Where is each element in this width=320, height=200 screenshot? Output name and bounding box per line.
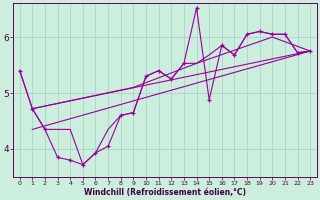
X-axis label: Windchill (Refroidissement éolien,°C): Windchill (Refroidissement éolien,°C): [84, 188, 246, 197]
